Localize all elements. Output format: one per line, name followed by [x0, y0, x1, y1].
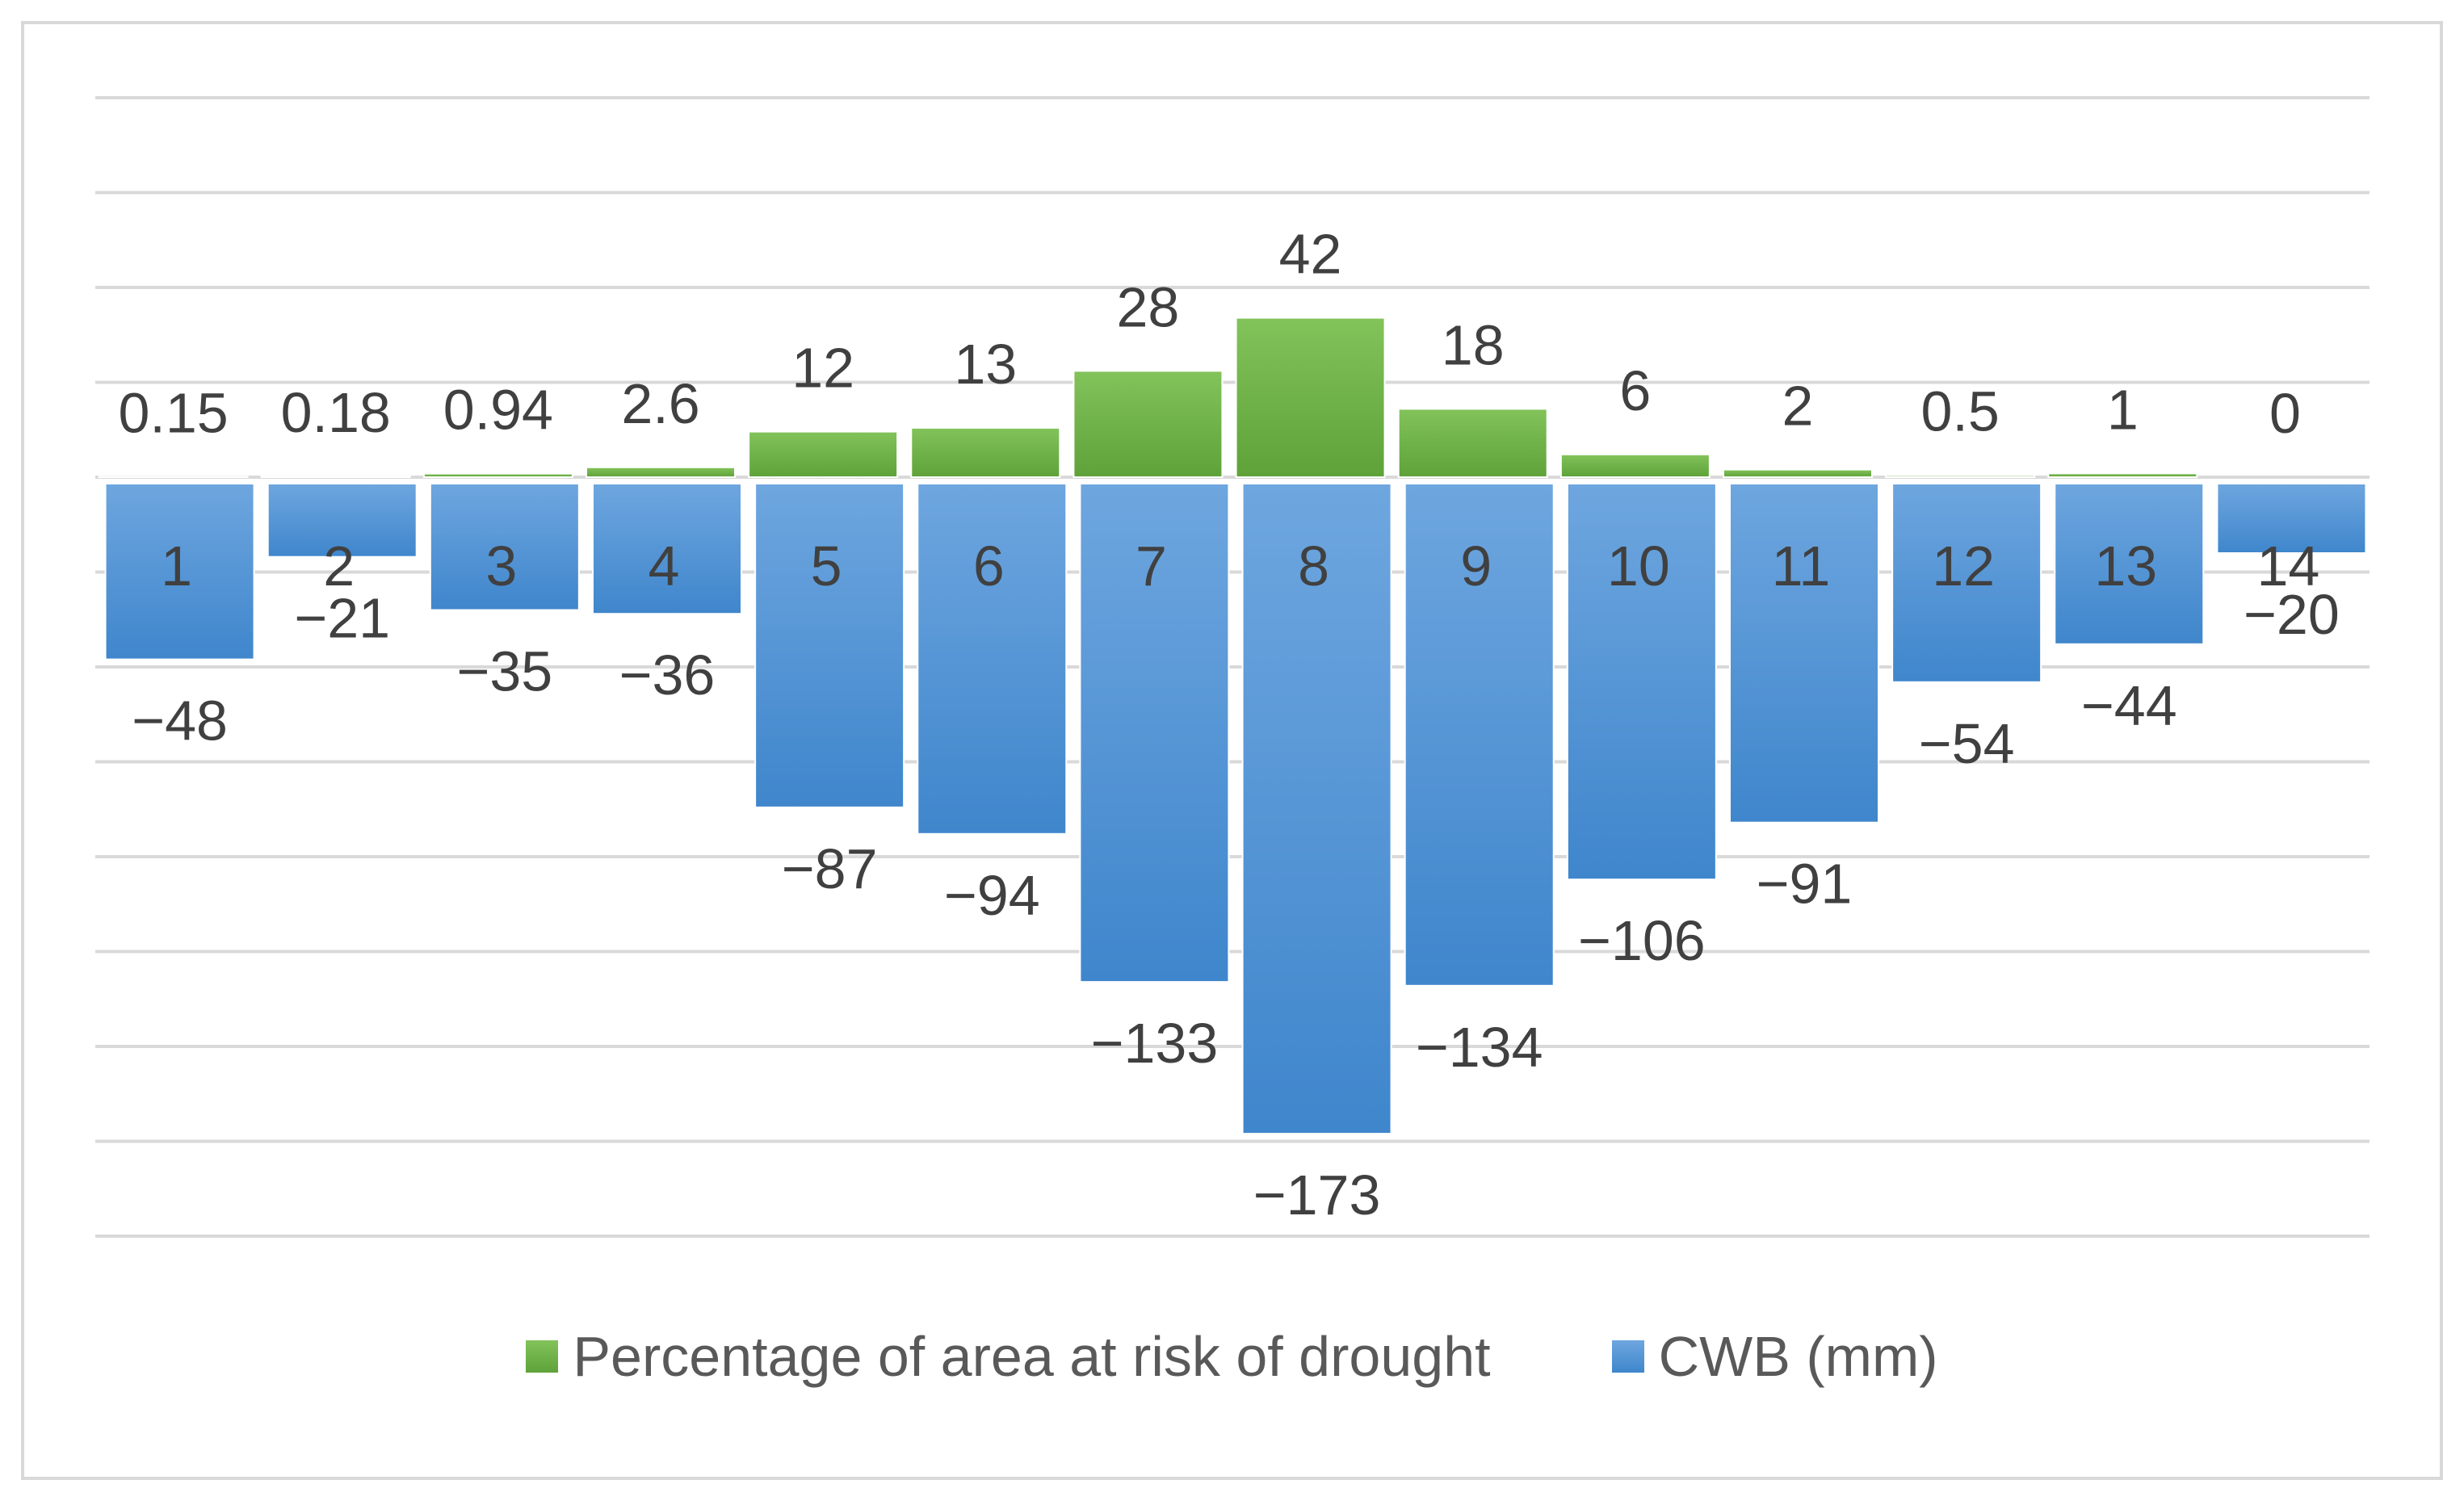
data-label-cwb: −21 [294, 587, 390, 650]
data-label-drought: 0.94 [443, 379, 553, 442]
data-label-drought: 13 [954, 333, 1017, 396]
data-label-drought: 0 [2269, 382, 2301, 445]
data-label-drought: 12 [791, 337, 854, 400]
data-label-drought: 0.18 [281, 381, 391, 444]
bar-drought-5 [748, 430, 899, 478]
data-label-drought: 6 [1619, 359, 1651, 422]
data-label-drought: 0.5 [1920, 380, 1999, 443]
bar-drought-4 [586, 466, 736, 479]
bar-cwb-7 [1079, 483, 1230, 983]
data-label-cwb: −106 [1578, 909, 1706, 972]
bar-drought-3 [422, 472, 573, 478]
category-label: 7 [1135, 535, 1167, 597]
bar-drought-11 [1723, 468, 1873, 478]
data-label-drought: 2 [1782, 375, 1814, 438]
bars [98, 317, 2367, 1135]
data-label-drought: 18 [1442, 313, 1505, 376]
legend-swatch-cwb [1611, 1340, 1644, 1373]
category-label: 13 [2094, 535, 2157, 597]
legend-label-cwb: CWB (mm) [1658, 1325, 1938, 1388]
data-label-drought: 28 [1116, 275, 1179, 338]
data-label-cwb: −35 [456, 640, 552, 703]
data-label-cwb: −91 [1757, 853, 1853, 916]
category-label: 6 [973, 535, 1005, 597]
bar-cwb-14 [2216, 483, 2367, 554]
data-label-cwb: −20 [2244, 583, 2340, 646]
data-label-cwb: −94 [944, 864, 1040, 927]
data-label-cwb: −54 [1919, 712, 2015, 775]
legend-swatch-drought [526, 1340, 559, 1373]
category-label: 2 [323, 535, 355, 597]
category-label: 3 [485, 535, 517, 597]
bar-cwb-8 [1241, 483, 1392, 1135]
bar-drought-9 [1397, 408, 1548, 478]
legend-label-drought: Percentage of area at risk of drought [573, 1325, 1491, 1388]
bar-drought-8 [1235, 317, 1386, 478]
data-label-cwb: −87 [782, 837, 878, 900]
legend-item-cwb: CWB (mm) [1611, 1324, 1938, 1389]
category-label: 4 [649, 535, 680, 597]
data-labels: 10.15−4820.18−2130.94−3542.6−36512−87613… [118, 223, 2340, 1226]
category-label: 8 [1298, 535, 1329, 597]
bar-cwb-11 [1729, 483, 1879, 824]
bar-drought-12 [1885, 474, 2036, 479]
data-label-cwb: −173 [1253, 1163, 1381, 1226]
bar-drought-10 [1559, 453, 1711, 478]
bar-cwb-12 [1891, 483, 2042, 683]
category-label: 10 [1607, 535, 1670, 597]
data-label-cwb: −36 [619, 644, 716, 706]
data-label-drought: 1 [2107, 378, 2139, 441]
category-label: 5 [811, 535, 842, 597]
bar-cwb-13 [2054, 483, 2205, 645]
data-label-cwb: −44 [2081, 674, 2177, 737]
bar-drought-7 [1072, 370, 1224, 478]
bar-drought-2 [260, 476, 411, 478]
bar-cwb-6 [917, 483, 1068, 835]
legend-item-drought: Percentage of area at risk of drought [526, 1324, 1491, 1389]
category-label: 1 [161, 535, 192, 597]
data-label-drought: 0.15 [118, 381, 228, 444]
data-label-cwb: −48 [132, 690, 228, 753]
data-label-drought: 2.6 [621, 372, 699, 435]
bar-drought-1 [98, 476, 249, 478]
category-label: 11 [1772, 535, 1831, 597]
legend: Percentage of area at risk of drought CW… [0, 1324, 2464, 1389]
bar-drought-6 [910, 426, 1061, 479]
data-label-cwb: −134 [1416, 1016, 1543, 1079]
bar-drought-13 [2047, 472, 2198, 478]
category-label: 14 [2256, 535, 2319, 597]
bar-cwb-9 [1404, 483, 1555, 987]
bar-cwb-1 [104, 483, 255, 660]
bar-cwb-10 [1566, 483, 1717, 881]
data-label-drought: 42 [1279, 223, 1342, 286]
bar-cwb-2 [267, 483, 418, 558]
data-label-cwb: −133 [1091, 1012, 1219, 1075]
bar-cwb-4 [592, 483, 742, 615]
bar-cwb-5 [754, 483, 905, 808]
category-label: 12 [1932, 535, 1995, 597]
bar-cwb-3 [429, 483, 580, 611]
category-label: 9 [1460, 535, 1492, 597]
